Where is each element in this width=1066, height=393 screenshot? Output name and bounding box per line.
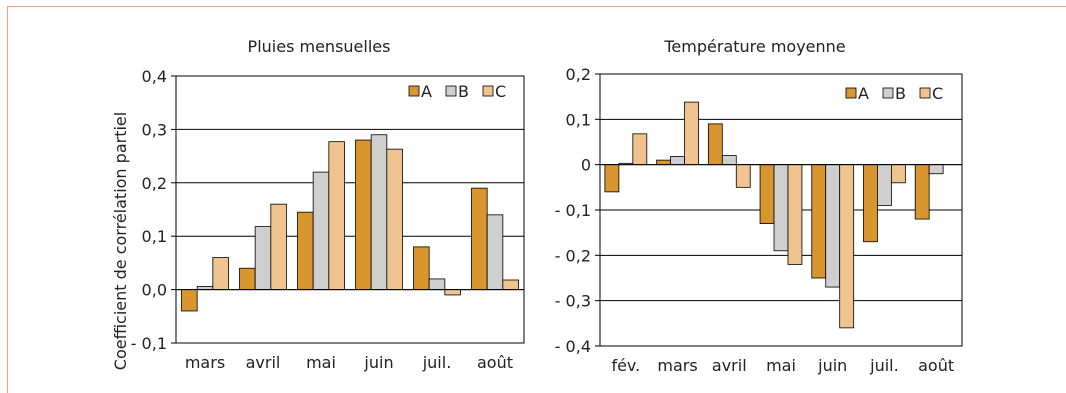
chart1-x-tick-label: juin (363, 353, 393, 372)
chart2-x-tick-label: juil. (869, 356, 899, 375)
chart2-y-tick-label: 0,1 (566, 110, 591, 129)
chart1-x-tick-label: mars (185, 353, 225, 372)
chart1-title: Pluies mensuelles (248, 37, 391, 56)
chart1-bar-c (502, 279, 519, 291)
chart1-x-tick-label: juil. (422, 353, 452, 372)
chart2-x-tick-label: juin (817, 356, 847, 375)
chart2-bar-b (877, 164, 892, 206)
chart2-legend-swatch-a (845, 87, 857, 99)
chart2-bar-c (735, 164, 751, 188)
chart2-y-tick-label: - 0,4 (555, 337, 591, 356)
chart1-bar-b (428, 278, 446, 291)
chart2-y-tick-label: - 0,3 (555, 292, 591, 311)
chart1-bar-a (413, 246, 430, 291)
chart2-plot-border (599, 73, 963, 347)
chart2-bar-b (773, 164, 789, 252)
chart2-plot: - 0,4 - 0,3 - 0,2 - 0,1 0 0,1 0,2 fév. mars avril… (555, 65, 963, 375)
chart2-legend-label-b: B (895, 84, 906, 103)
chart1-bar-a (471, 187, 488, 290)
chart1-y-tick-label: 0,1 (142, 227, 167, 246)
chart1-y-tick-label: 0,4 (142, 67, 167, 86)
chart1-legend-label-b: B (458, 82, 469, 101)
chart2-bar-a (914, 164, 930, 220)
chart1-legend-label-c: C (495, 82, 506, 101)
chart1-bar-a (239, 267, 256, 290)
chart2-y-tick-label: - 0,2 (555, 246, 591, 265)
chart1-bar-a (181, 289, 198, 312)
chart1-y-axis-label: Coefficient de corrélation partiel (111, 112, 130, 370)
chart2-bar-c (891, 164, 906, 184)
chart2-bar-a (811, 164, 827, 279)
chart2-bar-b (928, 164, 944, 175)
chart2-bar-a (656, 159, 671, 166)
chart1-legend-label-a: A (421, 82, 432, 101)
chart1-bar-b (312, 171, 330, 290)
chart2-legend-swatch-b (882, 87, 894, 99)
chart2-x-tick-label: avril (712, 356, 747, 375)
chart2-x-tick-label: mai (766, 356, 796, 375)
chart1-y-tick-label: 0,3 (142, 120, 167, 139)
chart1-legend-swatch-a (408, 85, 420, 97)
chart1-x-tick-label: avril (246, 353, 281, 372)
chart2-x-tick-label: mars (657, 356, 697, 375)
chart2-bar-b (825, 164, 841, 288)
chart1-legend-swatch-b (445, 85, 457, 97)
chart2-bar-a (707, 123, 723, 166)
chart2-y-tick-label: - 0,1 (555, 201, 591, 220)
chart1-plot: - 0,1 0,0 0,1 0,2 0,3 0,4 mars avril mai juin juil… (131, 67, 525, 372)
chart2-y-tick-label: 0 (581, 156, 591, 175)
chart2-bar-c (787, 164, 803, 265)
chart2-legend-label-c: C (932, 84, 943, 103)
chart1-x-tick-label: août (477, 353, 513, 372)
chart1-legend-swatch-c (482, 85, 494, 97)
chart1-bar-c (328, 141, 345, 291)
chart1-plot-border (175, 75, 525, 344)
chart1-bar-c (212, 257, 229, 290)
chart1-bar-b (370, 134, 388, 291)
figure-frame (7, 6, 1066, 393)
chart2-bar-b (670, 156, 685, 166)
chart2-bar-c (684, 101, 699, 166)
chart2-bar-b (721, 155, 737, 166)
chart2-title: Température moyenne (663, 37, 845, 56)
chart2-x-tick-label: fév. (611, 356, 640, 375)
chart1-y-tick-label: 0,0 (142, 281, 167, 300)
chart1-y-tick-label: - 0,1 (131, 334, 167, 353)
chart2-bar-c (632, 133, 648, 166)
chart1-bar-a (355, 139, 372, 291)
chart2-bar-c (839, 164, 855, 329)
chart2-bar-a (863, 164, 878, 243)
chart2-legend-label-a: A (858, 84, 869, 103)
chart1-bar-b (486, 214, 504, 290)
chart1-bar-c (270, 203, 287, 291)
chart2-legend-swatch-c (919, 87, 931, 99)
chart1-bar-a (297, 211, 314, 290)
chart1-bar-b (254, 226, 272, 290)
chart1-y-tick-label: 0,2 (142, 174, 167, 193)
chart2-y-tick-label: 0,2 (566, 65, 591, 84)
chart2-bar-a (759, 164, 775, 225)
chart1-x-tick-label: mai (306, 353, 336, 372)
chart1-bar-c (444, 289, 461, 296)
chart1-bar-c (386, 148, 403, 291)
chart2-bar-a (604, 164, 620, 193)
chart2-x-tick-label: août (918, 356, 954, 375)
